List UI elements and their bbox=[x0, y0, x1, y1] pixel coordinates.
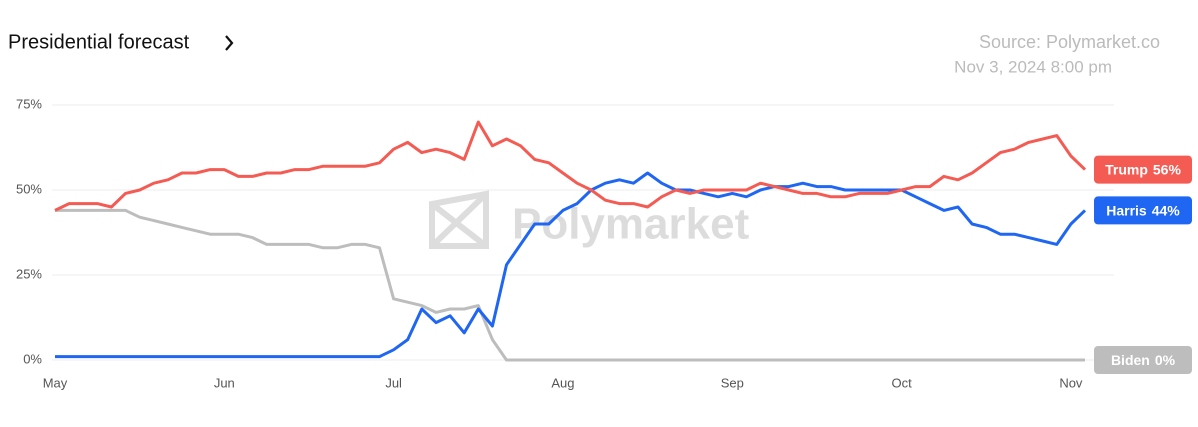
value-label: 56% bbox=[1153, 161, 1182, 177]
watermark-text: Polymarket bbox=[512, 200, 750, 249]
legend-name: Trump bbox=[1105, 161, 1148, 177]
y-tick-label: 25% bbox=[16, 266, 42, 281]
y-tick-label: 0% bbox=[23, 351, 42, 366]
series-line bbox=[54, 120, 1087, 212]
x-tick-label: Oct bbox=[891, 375, 912, 390]
value-label: 0% bbox=[1155, 352, 1176, 368]
chevron-icon[interactable] bbox=[225, 35, 234, 51]
x-tick-label: Nov bbox=[1059, 375, 1083, 390]
end-label-box bbox=[1094, 155, 1192, 184]
x-tick-label: May bbox=[43, 375, 68, 390]
x-tick-label: Aug bbox=[551, 375, 574, 390]
source: Source: Polymarket.co bbox=[979, 32, 1160, 52]
end-label-text: Trump 56% bbox=[1105, 161, 1181, 177]
x-tick-label: Jul bbox=[385, 375, 402, 390]
end-label: Harris 44% bbox=[1094, 196, 1192, 225]
x-tick-label: Jun bbox=[214, 375, 235, 390]
timestamp: Nov 3, 2024 8:00 pm bbox=[954, 57, 1112, 76]
y-tick-label: 50% bbox=[16, 181, 42, 196]
y-tick-label: 75% bbox=[16, 96, 42, 111]
end-label-text: Harris 44% bbox=[1106, 202, 1180, 218]
legend-name: Biden bbox=[1111, 352, 1150, 368]
series-line bbox=[55, 208, 1085, 362]
series-line bbox=[55, 171, 1087, 359]
end-label: Biden 0% bbox=[1094, 346, 1192, 374]
value-label: 44% bbox=[1152, 202, 1181, 218]
end-label: Trump 56% bbox=[1094, 155, 1192, 184]
legend-name: Harris bbox=[1106, 202, 1147, 218]
end-label-box bbox=[1094, 196, 1192, 225]
x-tick-label: Sep bbox=[721, 375, 744, 390]
watermark: Polymarket bbox=[429, 190, 750, 249]
chart-title[interactable]: Presidential forecast bbox=[8, 31, 190, 53]
end-label-box bbox=[1094, 346, 1192, 374]
end-label-text: Biden 0% bbox=[1111, 352, 1176, 368]
